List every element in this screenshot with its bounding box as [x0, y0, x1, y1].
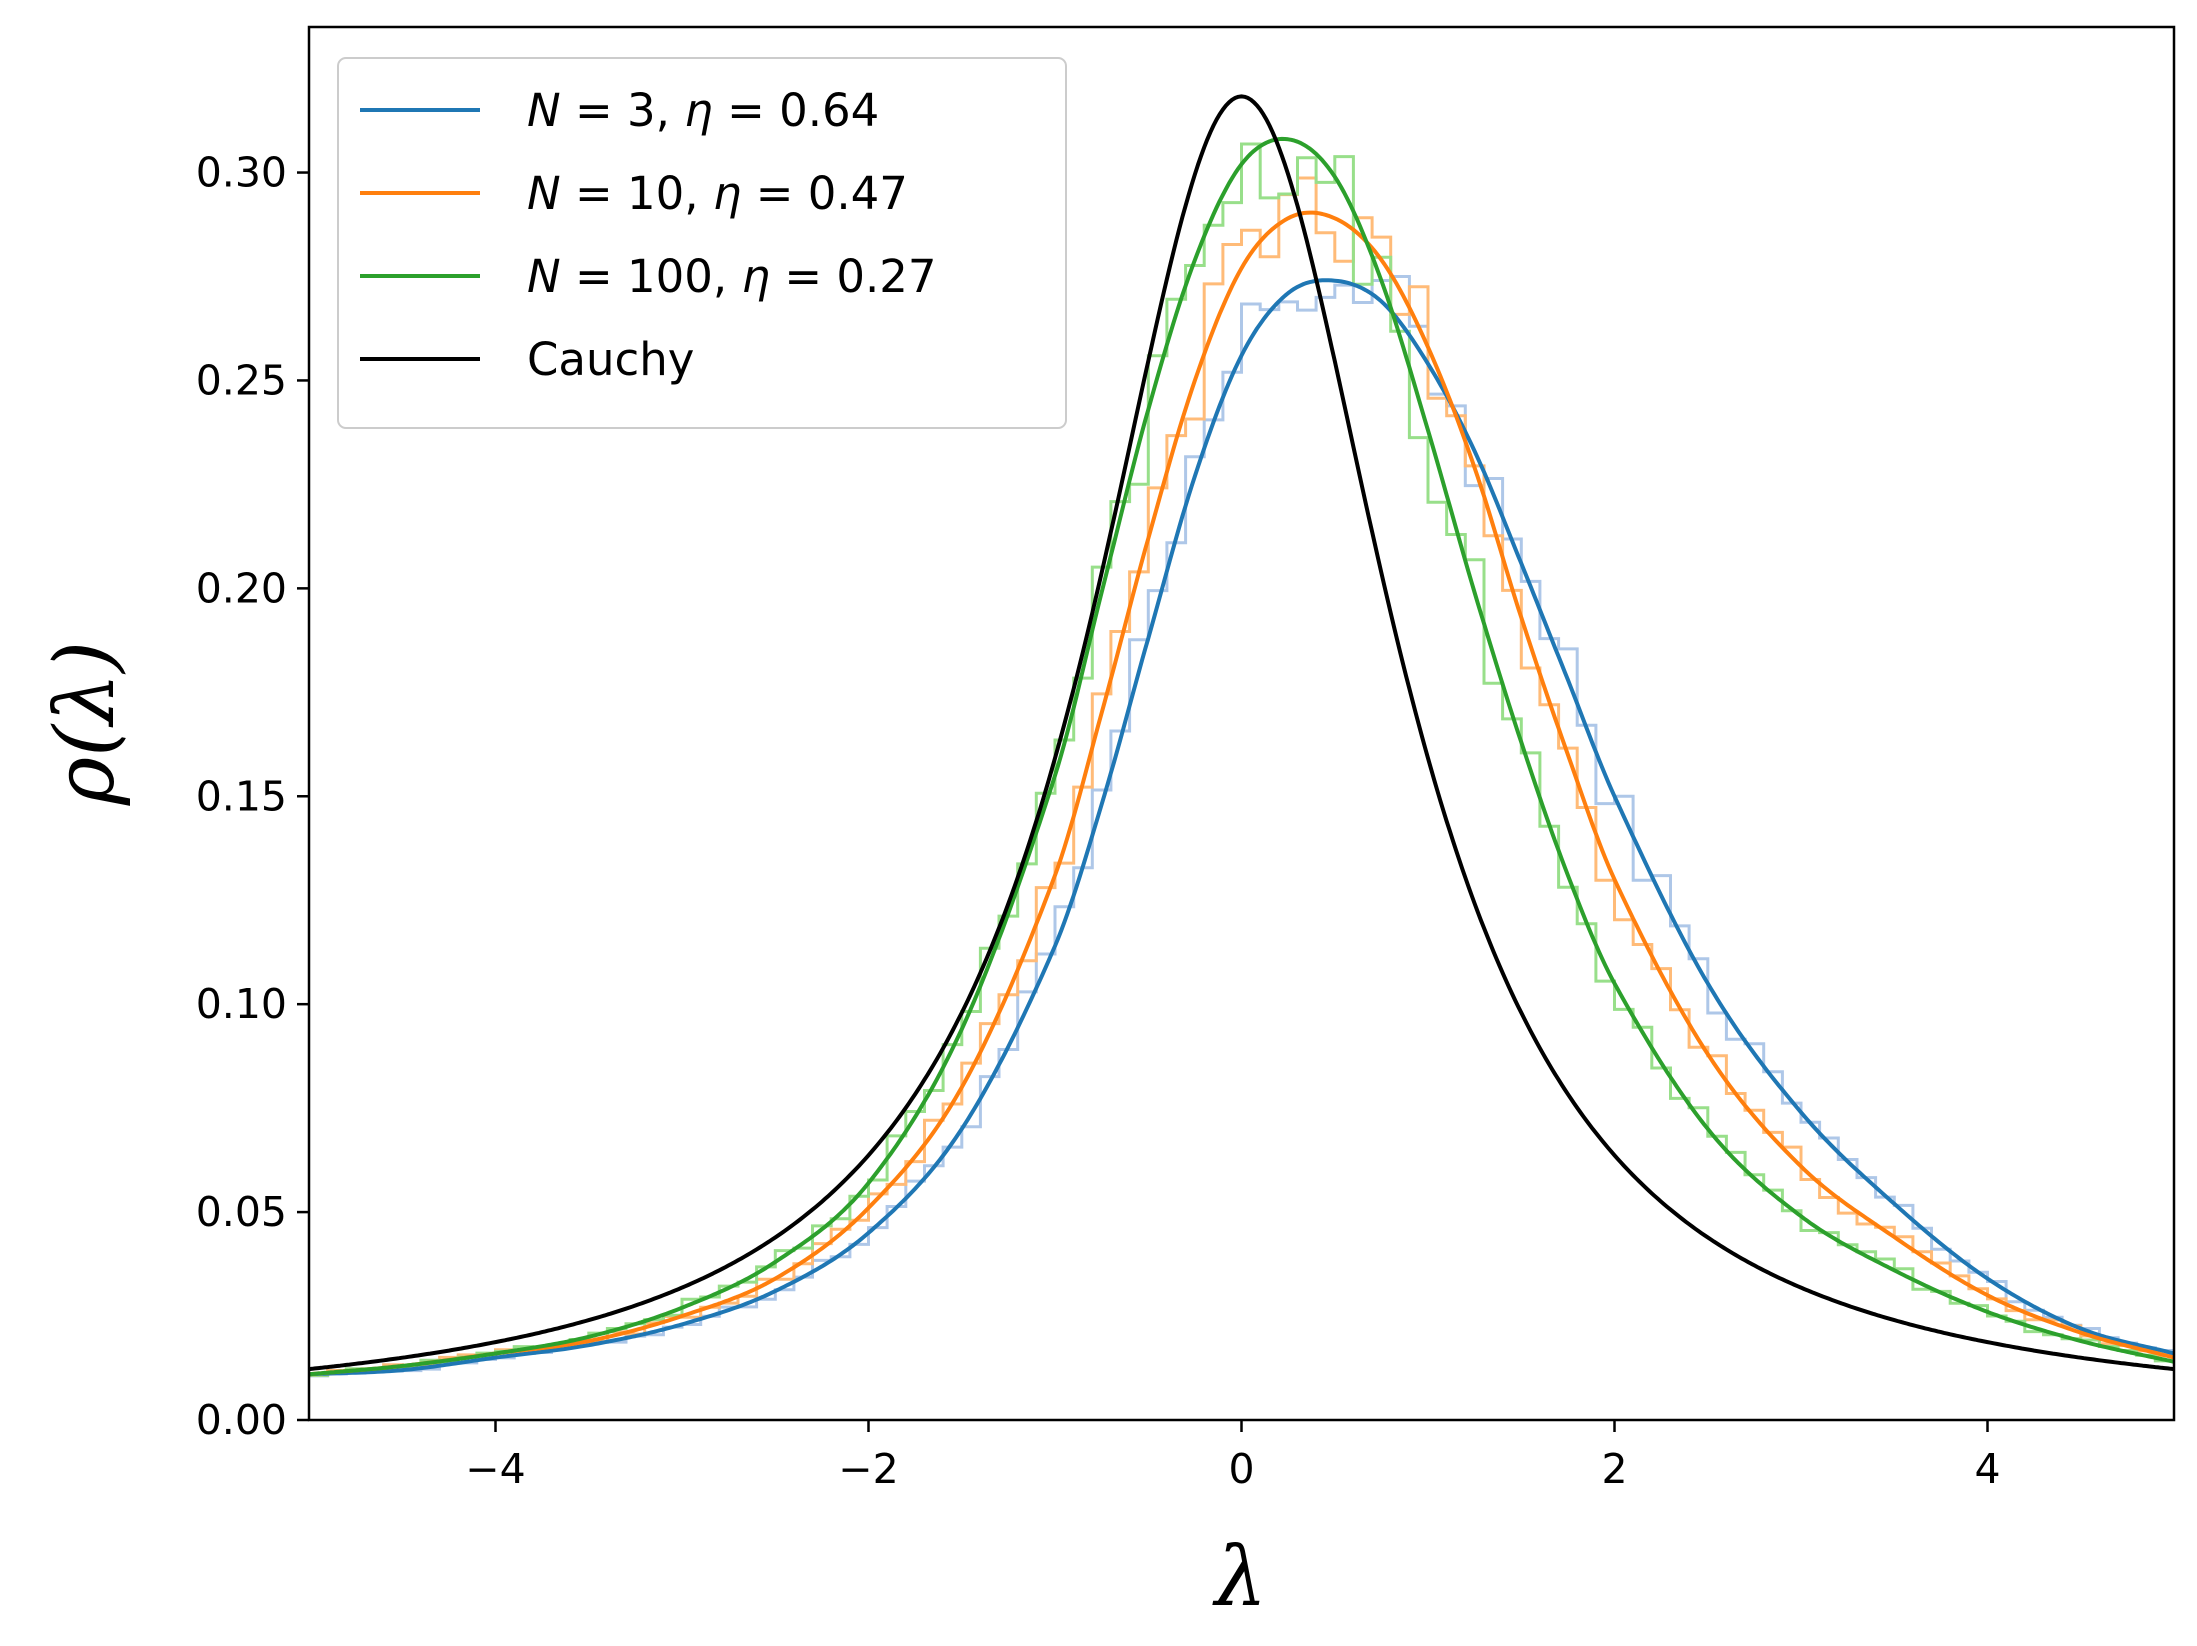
series-line-4	[309, 94, 2174, 1372]
y-tick-label: 0.05	[196, 1188, 287, 1236]
histogram-1	[309, 275, 2174, 1378]
x-tick-label: −4	[465, 1445, 525, 1493]
legend-label-2: N = 10, η = 0.47	[527, 167, 908, 220]
y-tick-label: 0.10	[196, 980, 287, 1028]
y-tick-label: 0.00	[196, 1396, 287, 1444]
legend-label-4: Cauchy	[527, 333, 694, 386]
y-tick-label: 0.20	[196, 564, 287, 612]
x-tick-label: 0	[1228, 1445, 1254, 1493]
series-line-3	[309, 136, 2174, 1377]
series-line-1	[309, 278, 2174, 1377]
legend-label-3: N = 100, η = 0.27	[527, 250, 937, 303]
series-line-2	[309, 210, 2174, 1377]
x-tick-label: −2	[838, 1445, 898, 1493]
y-tick-label: 0.15	[196, 772, 287, 820]
y-axis-label: ρ(λ)	[38, 641, 133, 806]
y-axis-ticks: 0.00 0.05 0.10 0.15 0.20 0.25 0.30	[196, 149, 309, 1444]
x-tick-label: 4	[1974, 1445, 2000, 1493]
x-tick-label: 2	[1601, 1445, 1627, 1493]
curve-layer	[309, 94, 2174, 1377]
x-axis-label: λ	[1212, 1530, 1267, 1625]
legend-label-1: N = 3, η = 0.64	[527, 84, 879, 137]
y-tick-label: 0.25	[196, 356, 287, 404]
legend: N = 3, η = 0.64 N = 10, η = 0.47 N = 100, …	[337, 57, 1067, 429]
y-tick-label: 0.30	[196, 149, 287, 197]
legend-box	[337, 57, 1067, 429]
x-axis-ticks: −4 −2 0 2 4	[465, 1420, 2001, 1493]
